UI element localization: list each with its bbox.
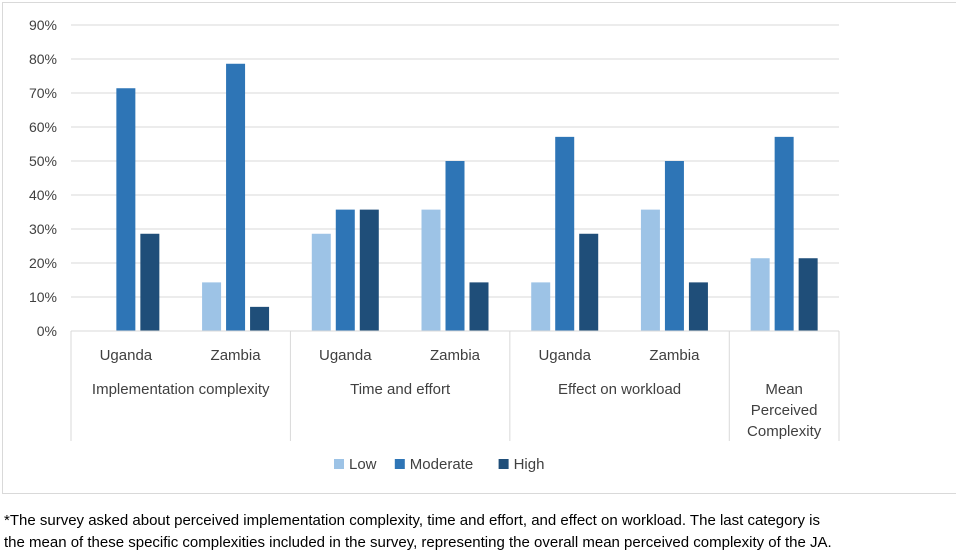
bar-moderate (664, 161, 684, 331)
bar-high (359, 209, 379, 331)
bar-moderate (774, 136, 794, 331)
category-label: Uganda (538, 347, 591, 364)
bar-moderate (445, 161, 465, 331)
group-label: Effect on workload (558, 381, 681, 398)
bar-high (469, 282, 489, 331)
bar-low (202, 282, 222, 331)
bar-moderate (335, 209, 355, 331)
y-tick-label: 60% (29, 119, 57, 135)
group-label: Time and effort (350, 381, 451, 398)
legend-swatch-low (334, 459, 344, 469)
category-label: Uganda (100, 347, 153, 364)
group-label: Mean (765, 381, 803, 398)
y-tick-label: 90% (29, 17, 57, 33)
bar-moderate (226, 63, 246, 331)
bar-high (250, 306, 270, 331)
grouped-bar-chart: 0% 10% 20% 30% 40% 50% 60% 70% 80% 90% Uganda Zambi… (29, 17, 840, 473)
legend-label-high: High (514, 456, 545, 473)
y-tick-label: 40% (29, 187, 57, 203)
bar-moderate (555, 136, 575, 331)
category-label: Uganda (319, 347, 372, 364)
footnote-line-2: the mean of these specific complexities … (4, 534, 832, 551)
legend-swatch-moderate (394, 459, 405, 469)
bar-low (311, 233, 331, 331)
y-tick-label: 70% (29, 85, 57, 101)
legend-swatch-high (498, 459, 509, 469)
legend-label-low: Low (349, 456, 377, 473)
bar-low (421, 209, 441, 331)
y-tick-label: 0% (37, 323, 57, 339)
category-label: Zambia (211, 347, 262, 364)
y-tick-label: 30% (29, 221, 57, 237)
bar-high (140, 233, 160, 331)
y-tick-label: 50% (29, 153, 57, 169)
legend-label-moderate: Moderate (410, 456, 473, 473)
group-label: Complexity (747, 423, 822, 440)
y-tick-label: 20% (29, 255, 57, 271)
bar-low (750, 258, 770, 331)
bar-low (531, 282, 551, 331)
group-label: Implementation complexity (92, 381, 270, 398)
bar-low (640, 209, 660, 331)
category-label: Zambia (649, 347, 700, 364)
bar-moderate (116, 88, 136, 332)
y-tick-label: 10% (29, 289, 57, 305)
bar-high (798, 258, 818, 331)
bar-high (688, 282, 708, 331)
category-label: Zambia (430, 347, 481, 364)
footnote: *The survey asked about perceived implem… (4, 510, 954, 554)
bar-high (579, 233, 599, 331)
group-label: Perceived (751, 402, 818, 419)
y-tick-label: 80% (29, 51, 57, 67)
chart-area: 0% 10% 20% 30% 40% 50% 60% 70% 80% 90% Uganda Zambi… (2, 2, 956, 494)
footnote-line-1: *The survey asked about perceived implem… (4, 512, 820, 529)
